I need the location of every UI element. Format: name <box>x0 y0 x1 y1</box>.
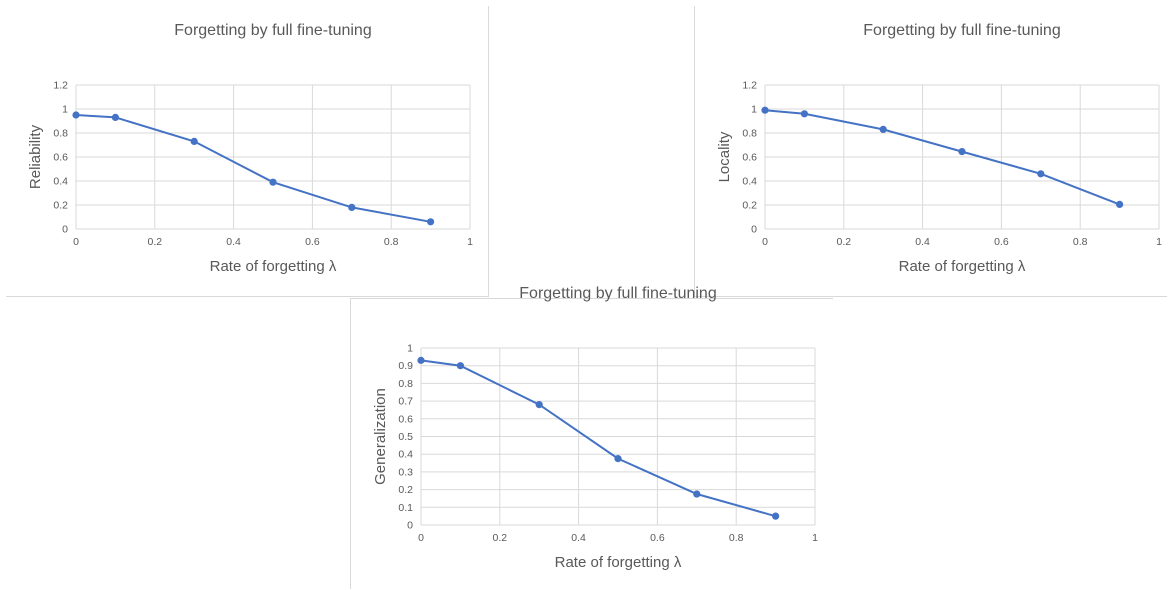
data-point <box>72 111 80 119</box>
x-tick-label: 1 <box>467 236 473 248</box>
x-tick-label: 0.4 <box>226 236 241 248</box>
chart-svg-generalization: Forgetting by full fine-tuning 0 0.1 0.2 0.3… <box>372 285 818 571</box>
chart-title: Forgetting by full fine-tuning <box>519 285 716 302</box>
data-point <box>456 362 464 370</box>
y-axis-label: Generalization <box>372 388 389 485</box>
x-tick-label: 0.6 <box>305 236 320 248</box>
data-point <box>693 490 701 498</box>
y-tick-label: 0 <box>62 224 68 236</box>
y-tick-label: 0.8 <box>742 128 757 140</box>
y-tick-label: 0.6 <box>53 152 68 164</box>
data-point <box>1037 170 1045 178</box>
x-tick-label: 0.2 <box>836 236 851 248</box>
series-line <box>764 109 1120 206</box>
data-point <box>879 125 887 133</box>
x-tick-label: 0 <box>762 236 768 248</box>
data-point <box>427 218 435 226</box>
y-tick-label: 1 <box>62 104 68 116</box>
x-axis-label: Rate of forgetting λ <box>210 258 337 275</box>
chart-panel-generalization: Forgetting by full fine-tuning 0 0.1 0.2 0.3… <box>350 285 833 589</box>
chart-title: Forgetting by full fine-tuning <box>174 22 371 39</box>
y-axis-label: Locality <box>716 131 733 182</box>
data-point <box>958 148 966 156</box>
y-tick-label: 0 <box>751 224 757 236</box>
y-tick-label: 0.2 <box>53 200 68 212</box>
x-tick-label: 0.6 <box>994 236 1009 248</box>
data-point <box>614 455 622 463</box>
data-point <box>348 203 356 211</box>
x-tick-label: 0.2 <box>492 532 507 544</box>
series-line <box>75 114 431 223</box>
y-tick-label: 0.5 <box>398 431 413 443</box>
x-tick-label: 0 <box>418 532 424 544</box>
y-tick-label: 0.8 <box>53 128 68 140</box>
y-tick-label: 1 <box>751 104 757 116</box>
data-point <box>269 178 277 186</box>
x-axis-label: Rate of forgetting λ <box>555 554 682 571</box>
x-axis-label: Rate of forgetting λ <box>899 258 1026 275</box>
chart-title: Forgetting by full fine-tuning <box>863 22 1060 39</box>
y-tick-label: 0.3 <box>398 466 413 478</box>
y-axis-label: Reliability <box>27 124 44 189</box>
data-point <box>111 113 119 121</box>
data-point <box>772 512 780 520</box>
chart-panel-reliability: Forgetting by full fine-tuning 0 0.2 0.4 0.6… <box>6 6 489 297</box>
data-point <box>417 356 425 364</box>
y-tick-label: 0.4 <box>53 176 68 188</box>
data-point <box>190 137 198 145</box>
data-point <box>1116 200 1124 208</box>
y-tick-label: 0.9 <box>398 360 413 372</box>
y-tick-label: 1 <box>407 343 413 355</box>
x-tick-label: 1 <box>812 532 818 544</box>
y-tick-label: 0.8 <box>398 378 413 390</box>
y-tick-label: 0.6 <box>742 152 757 164</box>
data-point <box>761 106 769 114</box>
y-tick-label: 0.7 <box>398 396 413 408</box>
x-tick-label: 0.8 <box>729 532 744 544</box>
chart-svg-reliability: Forgetting by full fine-tuning 0 0.2 0.4 0.6… <box>27 22 473 275</box>
y-tick-label: 0.1 <box>398 502 413 514</box>
x-tick-label: 0 <box>73 236 79 248</box>
y-tick-label: 1.2 <box>742 80 757 92</box>
y-tick-label: 0.2 <box>398 484 413 496</box>
series-line <box>420 359 776 518</box>
data-point <box>800 110 808 118</box>
x-tick-label: 0.4 <box>915 236 930 248</box>
y-tick-label: 0.6 <box>398 413 413 425</box>
x-tick-label: 0.2 <box>147 236 162 248</box>
chart-panel-locality: Forgetting by full fine-tuning 0 0.2 0.4 0.6… <box>694 6 1167 297</box>
x-tick-label: 1 <box>1156 236 1162 248</box>
y-tick-label: 0.4 <box>742 176 757 188</box>
y-tick-label: 0 <box>407 520 413 532</box>
x-tick-label: 0.4 <box>571 532 586 544</box>
data-point <box>535 401 543 409</box>
chart-svg-locality: Forgetting by full fine-tuning 0 0.2 0.4 0.6… <box>716 22 1162 275</box>
x-tick-label: 0.8 <box>384 236 399 248</box>
y-tick-label: 0.2 <box>742 200 757 212</box>
x-tick-label: 0.8 <box>1073 236 1088 248</box>
x-tick-label: 0.6 <box>650 532 665 544</box>
y-tick-label: 0.4 <box>398 449 413 461</box>
y-tick-label: 1.2 <box>53 80 68 92</box>
